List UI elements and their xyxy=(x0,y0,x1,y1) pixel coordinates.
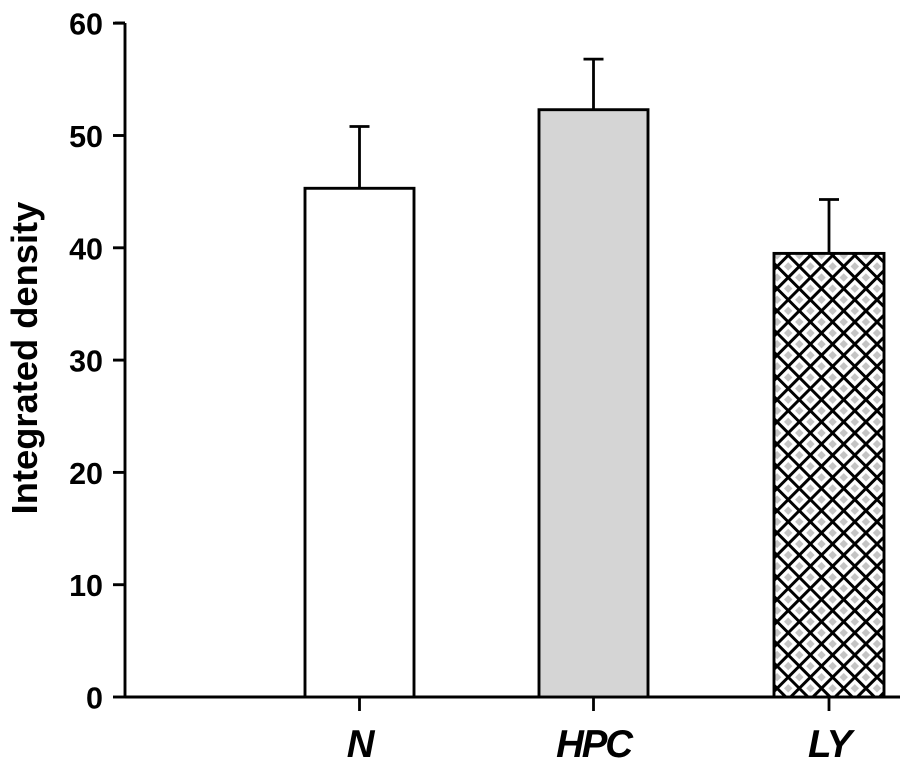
svg-text:N: N xyxy=(347,723,376,765)
svg-text:40: 40 xyxy=(69,232,103,266)
svg-text:60: 60 xyxy=(69,8,103,42)
svg-text:30: 30 xyxy=(69,345,103,379)
svg-text:10: 10 xyxy=(69,569,103,603)
svg-text:LY: LY xyxy=(808,723,855,765)
svg-text:Integrated density: Integrated density xyxy=(4,202,45,515)
svg-text:HPC: HPC xyxy=(556,723,634,765)
svg-text:50: 50 xyxy=(69,120,103,154)
svg-text:20: 20 xyxy=(69,457,103,491)
svg-text:0: 0 xyxy=(86,682,103,716)
